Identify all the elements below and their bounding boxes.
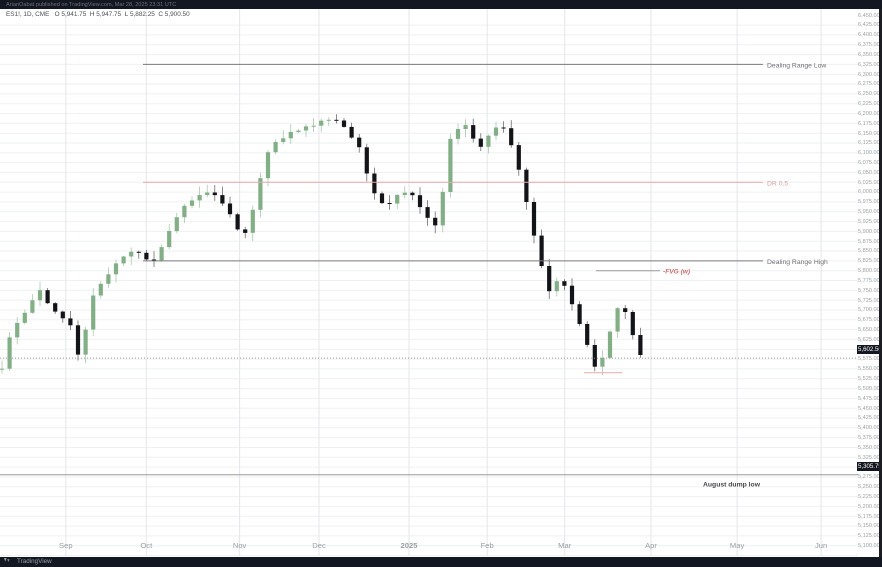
svg-text:Dealing Range High: Dealing Range High <box>767 259 828 266</box>
svg-text:-FVG (w): -FVG (w) <box>663 269 690 276</box>
svg-text:August dump low: August dump low <box>703 482 761 489</box>
svg-text:Dealing Range Low: Dealing Range Low <box>767 62 826 69</box>
svg-text:DR 0.5: DR 0.5 <box>767 180 788 187</box>
